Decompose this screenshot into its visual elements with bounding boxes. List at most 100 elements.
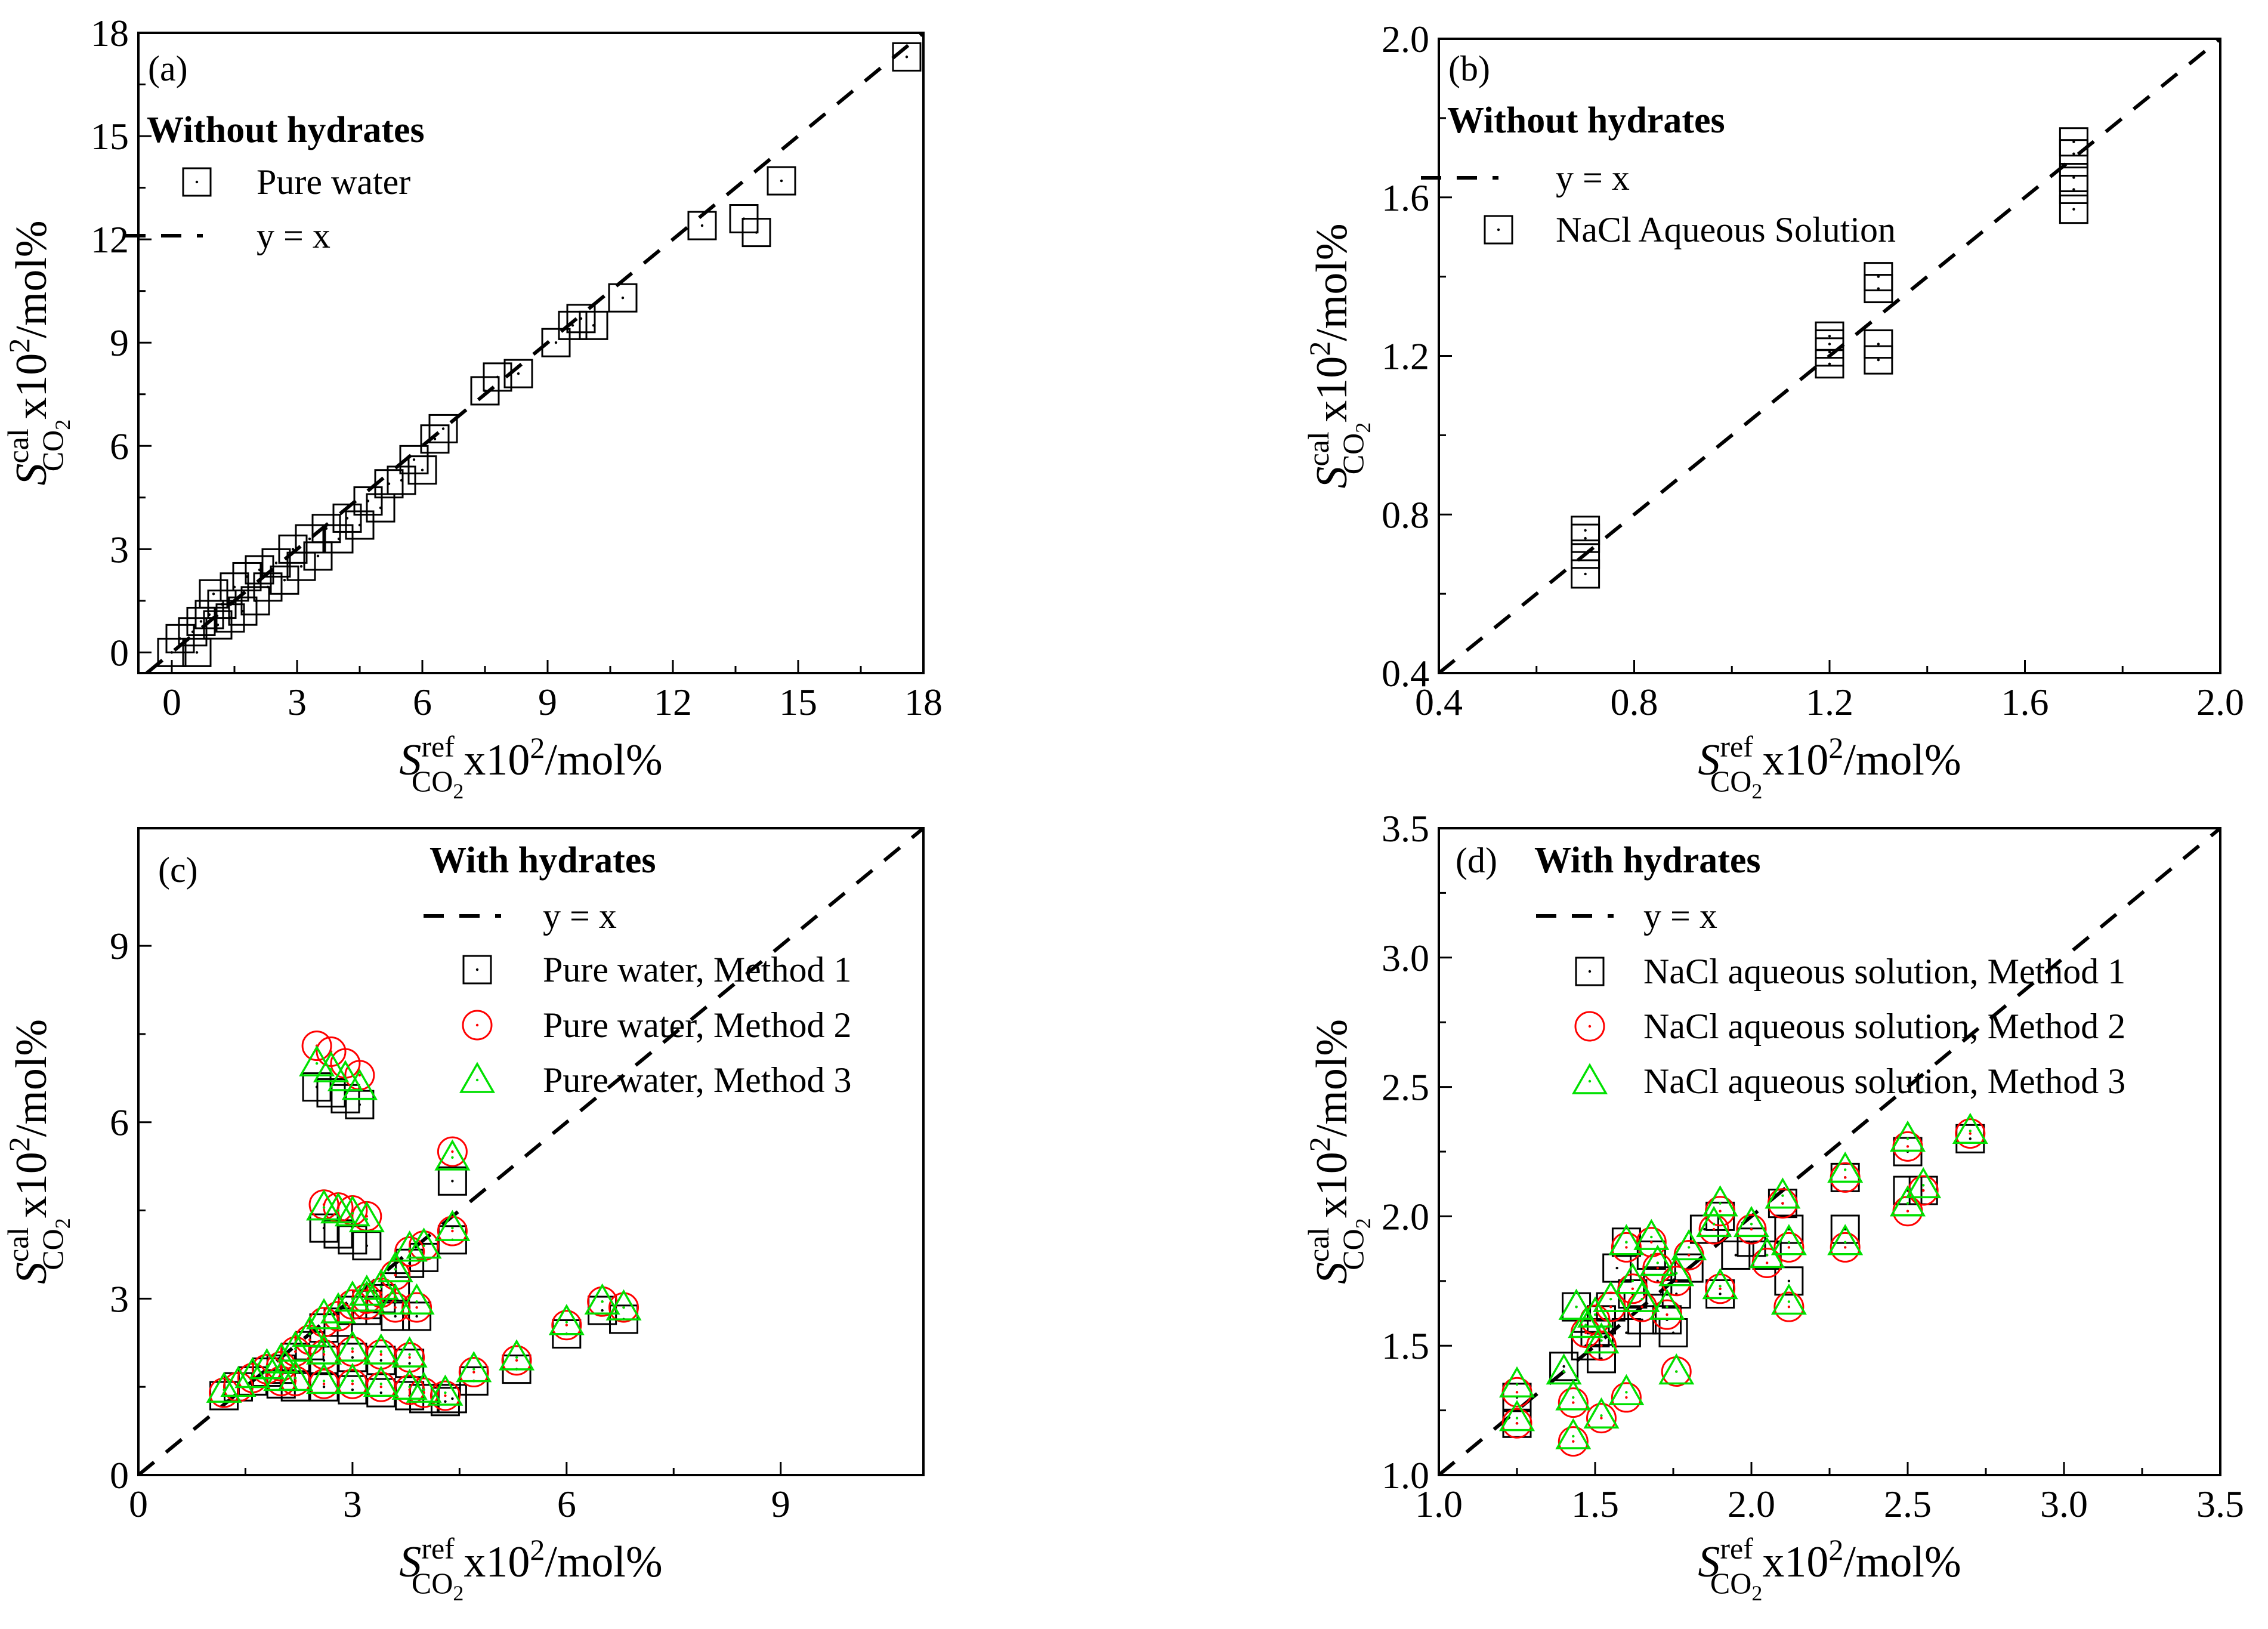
- y-tick-label: 18: [91, 12, 129, 54]
- x-tick-label: 18: [904, 681, 943, 723]
- data-point: [363, 1269, 399, 1300]
- circle-marker: [1830, 1232, 1861, 1263]
- triangle-marker: [341, 1069, 378, 1100]
- marker-center-dot: [1656, 1266, 1659, 1270]
- marker-center-dot: [351, 1388, 354, 1392]
- x-tick-label: 3: [288, 681, 307, 723]
- circle-marker: [1611, 1382, 1642, 1413]
- data-point: [1765, 1177, 1801, 1209]
- marker-center-dot: [1844, 1176, 1847, 1179]
- triangle-marker: [1583, 1397, 1620, 1429]
- marker-center-dot: [601, 1300, 604, 1303]
- data-point: [456, 1351, 492, 1383]
- marker-center-dot: [1844, 1168, 1847, 1171]
- square-marker: [1864, 345, 1893, 375]
- square-marker: [311, 514, 341, 544]
- marker-center-dot: [195, 651, 199, 654]
- marker-center-dot: [1631, 1279, 1634, 1282]
- data-point: [1558, 1387, 1589, 1418]
- marker-center-dot: [421, 468, 424, 471]
- triangle-marker: [292, 1315, 328, 1347]
- x-tick-label: 15: [779, 681, 817, 723]
- triangle-marker: [363, 1365, 399, 1397]
- data-point: [363, 1365, 399, 1397]
- series-3: [206, 1045, 642, 1406]
- triangle-marker: [1827, 1151, 1864, 1183]
- panel-a: 0 3 6 9 12 15 18 0 3 6 9 12 15 18 Sref CO2x102/mol% Scal…: [1, 12, 943, 803]
- marker-center-dot: [351, 1347, 354, 1350]
- square-marker: [1484, 215, 1513, 245]
- x-tick-label: 3.5: [2196, 1483, 2244, 1525]
- data-point: [1749, 1236, 1785, 1269]
- triangle-marker: [306, 1333, 342, 1365]
- square-marker: [1571, 539, 1600, 569]
- marker-center-dot: [266, 585, 270, 588]
- marker-center-dot: [1719, 1202, 1722, 1205]
- marker-center-dot: [379, 1383, 382, 1386]
- legend-marker-swatch: [462, 955, 492, 985]
- square-marker: [1864, 329, 1893, 359]
- triangle-marker: [320, 1292, 357, 1323]
- data-point: [1773, 1291, 1804, 1322]
- x-tick-label: 0.8: [1611, 681, 1658, 723]
- data-point: [548, 1304, 585, 1335]
- marker-center-dot: [379, 1391, 382, 1394]
- marker-center-dot: [322, 1385, 326, 1389]
- square-marker: [215, 603, 245, 633]
- marker-center-dot: [621, 296, 625, 300]
- data-point: [1498, 1400, 1535, 1431]
- data-point: [363, 1333, 399, 1365]
- y-tick-label: 1.2: [1382, 335, 1429, 378]
- marker-center-dot: [1625, 1246, 1628, 1249]
- legend-label: Pure water, Method 2: [543, 1005, 851, 1045]
- y-tick-label: 6: [110, 1102, 129, 1144]
- section-title: Without hydrates: [1447, 100, 1725, 141]
- square-marker: [2059, 163, 2088, 193]
- series-2: [1501, 1118, 1986, 1457]
- data-point: [398, 1283, 435, 1315]
- triangle-marker: [327, 1060, 363, 1091]
- data-point: [434, 1139, 471, 1171]
- square-marker: [1611, 1318, 1641, 1348]
- marker-center-dot: [1787, 1300, 1791, 1303]
- y-tick-label: 15: [91, 115, 129, 158]
- data-point: [427, 1374, 464, 1406]
- marker-center-dot: [1688, 1254, 1691, 1257]
- square-marker: [182, 637, 212, 667]
- triangle-marker: [1583, 1322, 1620, 1354]
- panel-label: (b): [1448, 49, 1490, 88]
- square-marker: [541, 328, 571, 357]
- square-marker: [2059, 195, 2088, 224]
- marker-center-dot: [394, 1300, 397, 1303]
- triangle-marker: [1749, 1236, 1785, 1269]
- square-marker: [1571, 516, 1600, 545]
- data-point: [406, 1371, 442, 1403]
- marker-center-dot: [571, 324, 574, 327]
- marker-center-dot: [1922, 1184, 1925, 1187]
- legend-marker-swatch: [462, 1010, 493, 1041]
- data-point: [430, 1380, 461, 1411]
- square-marker: [374, 469, 404, 499]
- data-point: [1827, 1151, 1864, 1183]
- data-point: [1864, 274, 1893, 304]
- marker-center-dot: [496, 375, 499, 379]
- circle-marker: [1736, 1214, 1767, 1245]
- legend-label: Pure water, Method 3: [543, 1060, 851, 1100]
- triangle-marker: [1498, 1366, 1535, 1397]
- square-marker: [462, 955, 492, 985]
- x-tick-label: 1.5: [1571, 1483, 1619, 1525]
- data-point: [501, 1345, 532, 1376]
- square-marker: [767, 166, 796, 196]
- data-point: [1815, 321, 1844, 351]
- y-axis-ticks: 0 3 6 9 12 15 18: [91, 12, 152, 674]
- marker-center-dot: [394, 1267, 397, 1271]
- triangle-marker: [605, 1289, 642, 1321]
- marker-center-dot: [441, 427, 445, 430]
- marker-center-dot: [294, 1350, 297, 1353]
- data-point: [1671, 1229, 1707, 1261]
- marker-center-dot: [2072, 140, 2075, 143]
- data-point: [1555, 1379, 1592, 1411]
- marker-center-dot: [1671, 1331, 1675, 1334]
- circle-marker: [1586, 1330, 1617, 1361]
